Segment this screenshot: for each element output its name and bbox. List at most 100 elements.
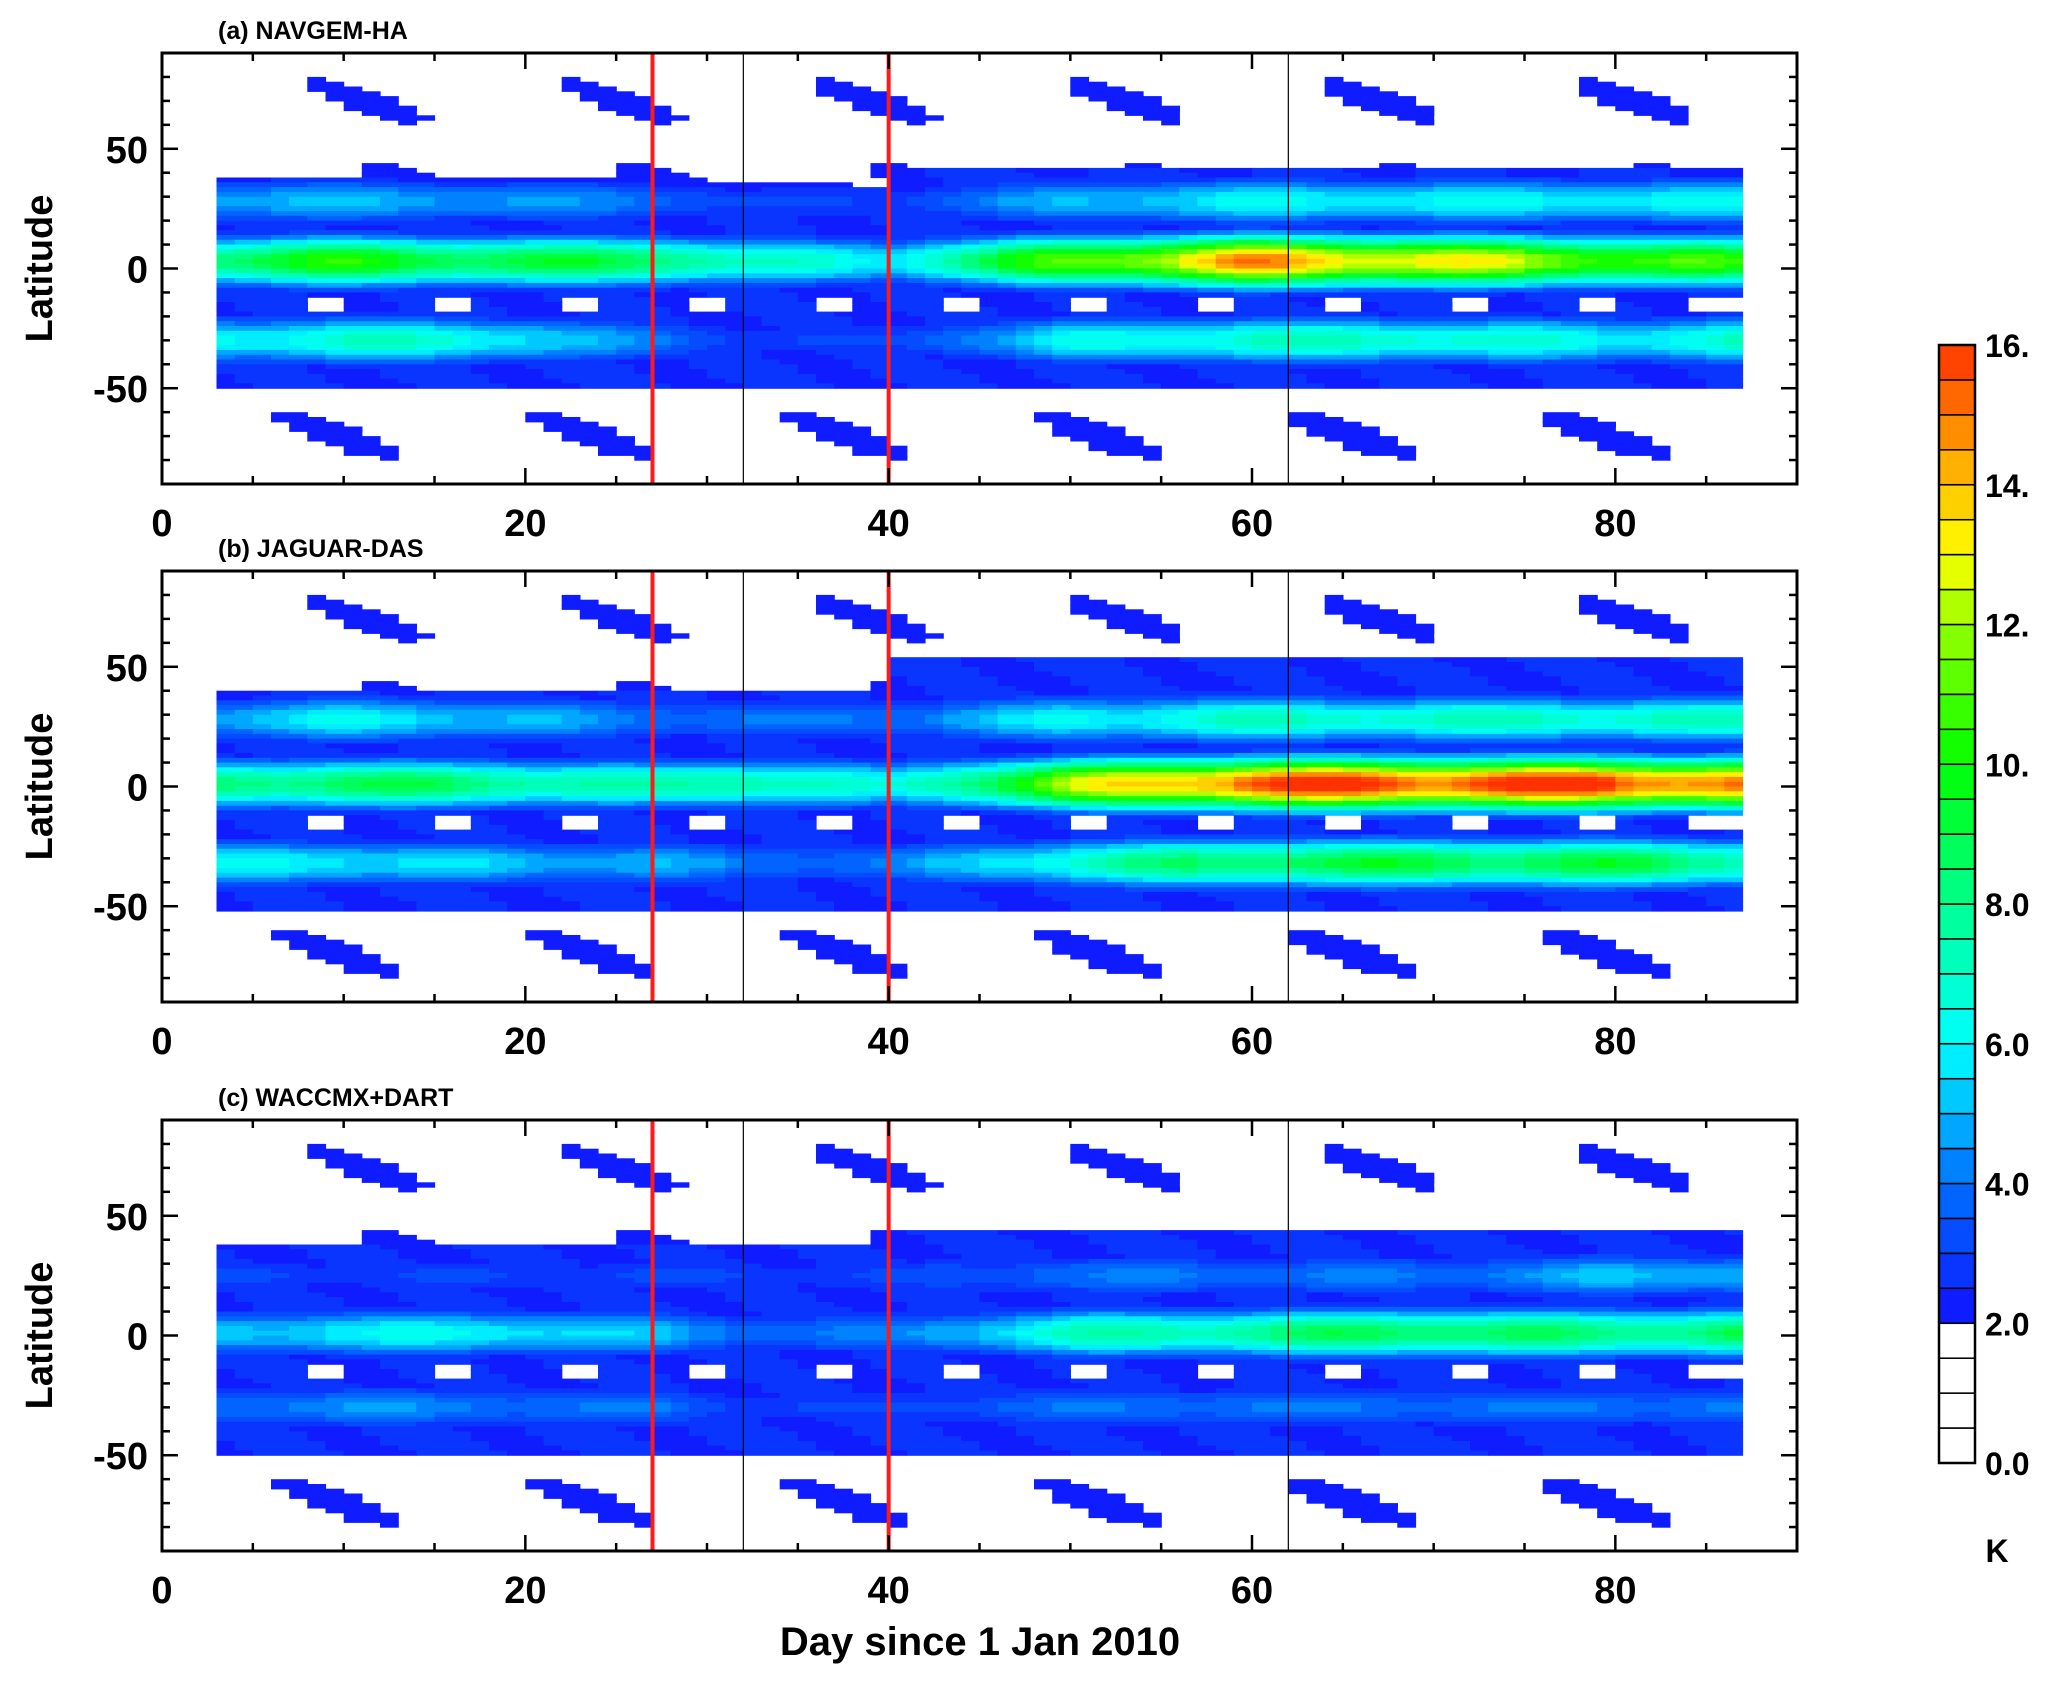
contour-cell — [616, 206, 654, 212]
contour-cell — [670, 196, 853, 203]
contour-cell — [1197, 700, 1326, 706]
contour-cell — [1143, 115, 1180, 121]
contour-cell — [834, 244, 872, 250]
contour-cell — [452, 772, 490, 778]
contour-cell — [1324, 263, 1344, 270]
contour-cell — [325, 1335, 381, 1341]
contour-cell — [1052, 1498, 1126, 1504]
contour-cell — [1361, 1172, 1435, 1179]
contour-cell — [1506, 1345, 1580, 1351]
contour-cell — [1124, 839, 1308, 845]
contour-cell — [961, 258, 981, 265]
contour-cell — [1579, 887, 1616, 893]
contour-cell — [216, 206, 272, 212]
contour-cell — [652, 748, 726, 754]
contour-cell — [961, 786, 981, 792]
contour-cell — [1124, 1364, 1199, 1370]
contour-cell — [361, 1282, 799, 1289]
contour-cell — [1433, 1431, 1507, 1437]
contour-cell — [361, 110, 417, 116]
contour-cell — [1052, 805, 1071, 812]
contour-cell — [1215, 378, 1308, 384]
contour-cell — [1215, 244, 1235, 250]
contour-cell — [271, 791, 290, 797]
contour-cell — [1361, 968, 1417, 974]
contour-cell — [1215, 1397, 1398, 1404]
contour-cell — [216, 1325, 254, 1332]
contour-cell — [1579, 1158, 1653, 1164]
contour-cell — [979, 1292, 1053, 1298]
contour-cell — [271, 177, 399, 183]
contour-cell — [925, 690, 1035, 697]
contour-cell — [1324, 86, 1380, 92]
contour-cell — [271, 700, 308, 706]
contour-cell — [1070, 1340, 1162, 1346]
contour-cell — [216, 733, 272, 740]
contour-cell — [598, 1263, 763, 1270]
contour-cell — [997, 1330, 1017, 1337]
contour-cell — [1379, 359, 1489, 365]
contour-cell — [761, 187, 890, 193]
contour-cell — [1070, 954, 1144, 960]
contour-cell — [1179, 187, 1235, 193]
contour-cell — [507, 282, 617, 289]
contour-cell — [1415, 786, 1453, 792]
contour-cell — [1106, 1244, 1199, 1250]
contour-cell — [1633, 800, 1725, 807]
contour-cell — [380, 973, 399, 979]
contour-cell — [1052, 349, 1235, 356]
contour-cell — [1488, 1311, 1580, 1317]
contour-cell — [925, 321, 999, 327]
contour-cell — [1706, 1402, 1744, 1408]
contour-cell — [852, 1512, 908, 1519]
contour-cell — [961, 805, 999, 812]
contour-cell — [1542, 201, 1653, 207]
contour-cell — [489, 297, 545, 303]
contour-cell — [307, 76, 327, 83]
contour-cell — [1252, 1239, 1362, 1246]
contour-cell — [1197, 867, 1308, 874]
contour-cell — [616, 326, 654, 332]
contour-cell — [906, 901, 999, 907]
contour-cell — [1397, 858, 1435, 864]
contour-cell — [1052, 848, 1071, 855]
contour-cell — [1688, 1440, 1744, 1447]
contour-cell — [979, 297, 1035, 303]
x-tick-label: 40 — [868, 503, 910, 545]
contour-cell — [307, 182, 363, 188]
contour-cell — [1524, 853, 1562, 859]
contour-cell — [1361, 662, 1453, 668]
contour-cell — [1651, 724, 1744, 730]
contour-cell — [1361, 1373, 1380, 1380]
contour-cell — [1470, 1440, 1526, 1447]
contour-cell — [234, 896, 327, 902]
contour-cell — [271, 772, 290, 778]
contour-cell — [1161, 829, 1235, 835]
contour-cell — [470, 1311, 672, 1317]
contour-cell — [670, 863, 726, 869]
contour-cell — [761, 1388, 853, 1394]
contour-cell — [1633, 1397, 1671, 1404]
contour-cell — [216, 340, 236, 346]
contour-cell — [307, 724, 381, 730]
contour-cell — [688, 1316, 726, 1322]
contour-cell — [670, 829, 744, 835]
contour-cell — [1651, 182, 1744, 188]
contour-cell — [1633, 781, 1671, 788]
contour-cell — [688, 872, 726, 879]
contour-cell — [979, 1369, 1053, 1375]
contour-cell — [797, 1287, 872, 1293]
contour-cell — [1669, 638, 1689, 644]
contour-cell — [1233, 753, 1289, 759]
contour-cell — [979, 671, 1053, 677]
contour-cell — [797, 1431, 853, 1437]
contour-cell — [1361, 820, 1380, 826]
contour-cell — [1233, 187, 1308, 193]
contour-cell — [852, 268, 908, 274]
contour-cell — [216, 700, 272, 706]
contour-cell — [343, 820, 399, 826]
contour-cell — [289, 944, 363, 950]
contour-cell — [1524, 1244, 1598, 1250]
contour-cell — [1197, 172, 1253, 179]
colorbar-label: 2.0 — [1985, 1306, 2029, 1342]
